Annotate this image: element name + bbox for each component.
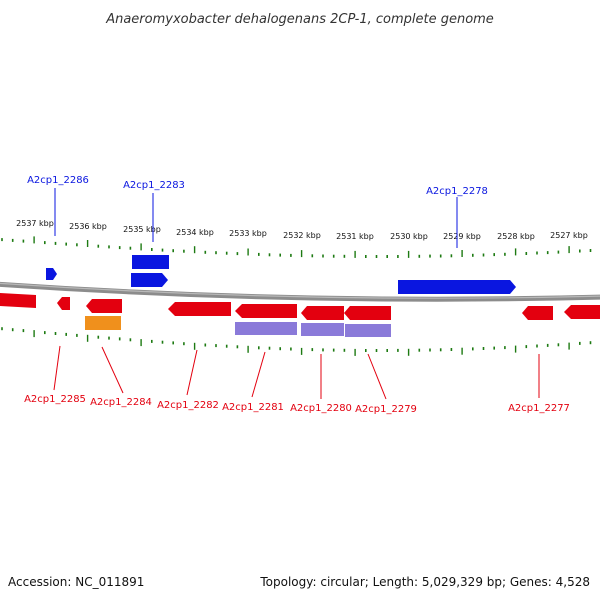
scale-label-2531: 2531 kbp (336, 232, 374, 241)
rna-feature-A2cp1_2284[interactable] (85, 316, 121, 330)
gene-A2cp1_2283a[interactable] (132, 255, 169, 269)
leader-A2cp1_2282 (186, 349, 198, 396)
leader-A2cp1_2279 (367, 353, 387, 400)
gene-A2cp1_2278[interactable] (398, 280, 516, 294)
protein-feature-A2cp1_2279[interactable] (345, 324, 391, 337)
scale-label-2532: 2532 kbp (283, 231, 321, 240)
scale-labels: 2537 kbp 2536 kbp 2535 kbp 2534 kbp 2533… (16, 219, 588, 241)
scale-label-2537: 2537 kbp (16, 219, 54, 228)
gene-A2cp1_2283[interactable] (131, 273, 168, 287)
gene-edge-right[interactable] (564, 305, 600, 319)
forward-genes (46, 255, 516, 294)
upper-scale-ticks (1, 236, 592, 258)
scale-label-2533: 2533 kbp (229, 229, 267, 238)
scale-label-2536: 2536 kbp (69, 222, 107, 231)
label-leaders (53, 188, 540, 400)
leader-A2cp1_2281 (251, 351, 266, 398)
gene-label-A2cp1_2284[interactable]: A2cp1_2284 (90, 397, 152, 408)
gene-label-A2cp1_2278[interactable]: A2cp1_2278 (426, 186, 488, 197)
gene-label-A2cp1_2282[interactable]: A2cp1_2282 (157, 400, 219, 411)
gene-labels: A2cp1_2286 A2cp1_2283 A2cp1_2278 A2cp1_2… (24, 175, 570, 415)
leader-A2cp1_2285 (53, 345, 61, 391)
gene-A2cp1_2284[interactable] (86, 299, 122, 313)
genome-backbone-highlight (0, 282, 600, 299)
scale-label-2529: 2529 kbp (443, 232, 481, 241)
scale-label-2535: 2535 kbp (123, 225, 161, 234)
gene-label-A2cp1_2281[interactable]: A2cp1_2281 (222, 402, 284, 413)
gene-label-A2cp1_2286[interactable]: A2cp1_2286 (27, 175, 89, 186)
leader-A2cp1_2284 (101, 346, 124, 394)
gene-A2cp1_2285[interactable] (57, 297, 70, 310)
reverse-genes (0, 293, 600, 320)
genome-summary-text: Topology: circular; Length: 5,029,329 bp… (259, 575, 590, 589)
gene-A2cp1_2280[interactable] (301, 306, 344, 320)
gene-label-A2cp1_2279[interactable]: A2cp1_2279 (355, 404, 417, 415)
map-title: Anaeromyxobacter dehalogenans 2CP-1, com… (105, 12, 494, 27)
feature-track (85, 316, 391, 337)
gene-A2cp1_2279[interactable] (344, 306, 391, 320)
gene-label-A2cp1_2277[interactable]: A2cp1_2277 (508, 403, 570, 414)
gene-edge-left[interactable] (0, 293, 36, 308)
protein-feature-A2cp1_2281[interactable] (235, 322, 297, 335)
gene-label-A2cp1_2283[interactable]: A2cp1_2283 (123, 180, 185, 191)
gene-A2cp1_2281[interactable] (235, 304, 297, 318)
gene-A2cp1_2282[interactable] (168, 302, 231, 316)
protein-feature-A2cp1_2280[interactable] (301, 323, 344, 336)
scale-label-2528: 2528 kbp (497, 232, 535, 241)
gene-label-A2cp1_2280[interactable]: A2cp1_2280 (290, 403, 352, 414)
scale-label-2527: 2527 kbp (550, 231, 588, 240)
gene-A2cp1_2277[interactable] (522, 306, 553, 320)
gene-A2cp1_2286[interactable] (46, 268, 57, 280)
gene-label-A2cp1_2285[interactable]: A2cp1_2285 (24, 394, 86, 405)
scale-label-2534: 2534 kbp (176, 228, 214, 237)
genome-backbone (0, 281, 600, 302)
lower-scale-ticks (1, 327, 592, 356)
accession-text: Accession: NC_011891 (8, 575, 144, 589)
scale-label-2530: 2530 kbp (390, 232, 428, 241)
